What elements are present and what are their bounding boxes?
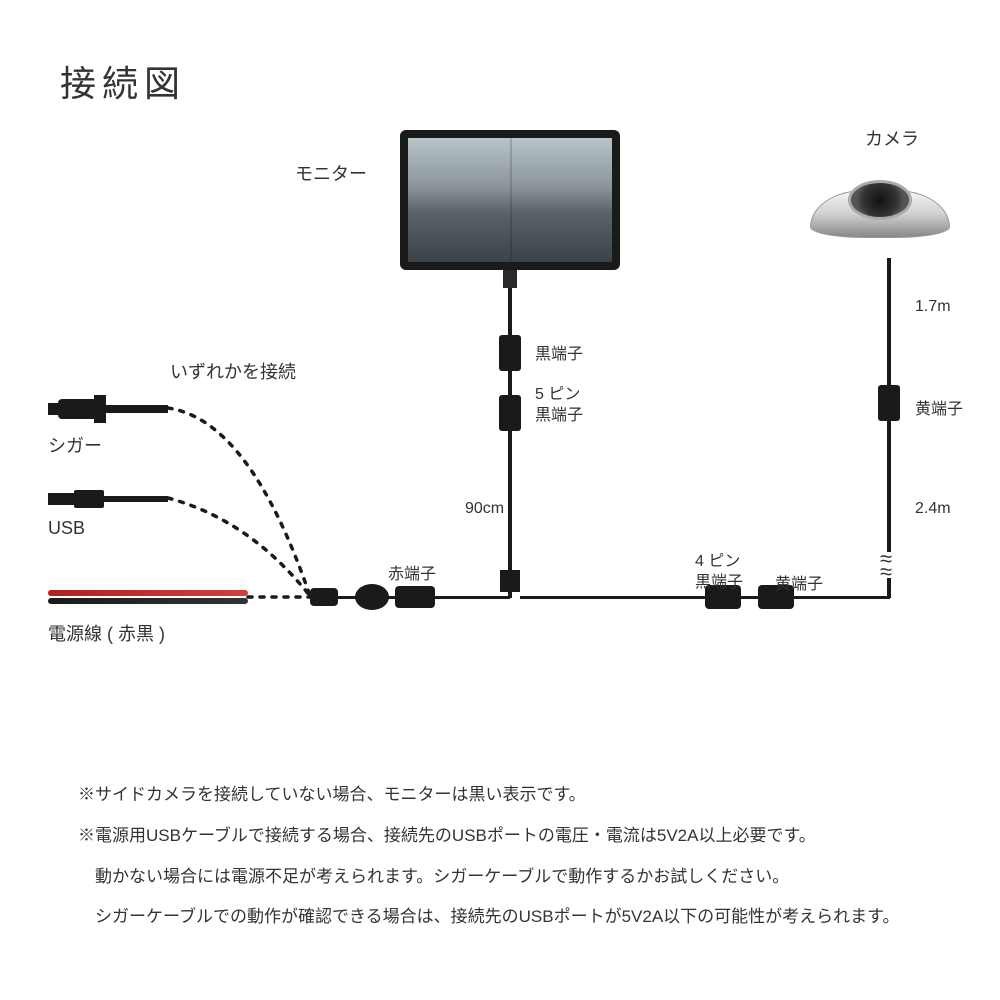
black-terminal-label: 黒端子	[535, 340, 583, 364]
connector-red-ring	[355, 584, 389, 610]
yellow-terminal-inline-label: 黄端子	[775, 570, 823, 594]
connector-red	[395, 586, 435, 608]
page-title: 接続図	[60, 55, 186, 107]
note-4: シガーケーブルでの動作が確認できる場合は、接続先のUSBポートが5V2A以下の可…	[78, 897, 930, 938]
monitor-device	[400, 130, 620, 290]
cigar-plug	[48, 395, 168, 423]
yellow-terminal-camera-label: 黄端子	[915, 395, 963, 419]
note-1: ※サイドカメラを接続していない場合、モニターは黒い表示です。	[78, 775, 930, 816]
connector-black-top	[499, 335, 521, 371]
camera-label: カメラ	[865, 125, 919, 151]
usb-plug	[48, 488, 168, 510]
camera-cable-bottom-length: 2.4m	[915, 500, 951, 518]
connector-5pin-black	[499, 395, 521, 431]
notes-block: ※サイドカメラを接続していない場合、モニターは黒い表示です。 ※電源用USBケー…	[78, 775, 930, 938]
camera-cable-top-length: 1.7m	[915, 298, 951, 316]
four-pin-black-label: 4 ピン 黒端子	[695, 552, 743, 594]
connect-either-label: いずれかを接続	[170, 358, 296, 384]
junction-box	[500, 570, 520, 592]
note-2: ※電源用USBケーブルで接続する場合、接続先のUSBポートの電圧・電流は5V2A…	[78, 816, 930, 857]
usb-label: USB	[48, 518, 85, 539]
cable-break-icon: ≈≈	[880, 552, 892, 578]
five-pin-black-label: 5 ピン 黒端子	[535, 385, 583, 427]
monitor-label: モニター	[295, 160, 367, 186]
cigar-label: シガー	[48, 432, 102, 458]
power-wires	[48, 590, 248, 604]
connector-yellow-camera	[878, 385, 900, 421]
note-3: 動かない場合には電源不足が考えられます。シガーケーブルで動作するかお試しください…	[78, 857, 930, 898]
monitor-cable-length: 90cm	[465, 500, 504, 518]
camera-device	[810, 170, 950, 260]
power-label: 電源線 ( 赤黒 )	[48, 620, 165, 646]
connector-merge	[310, 588, 338, 606]
red-terminal-label: 赤端子	[388, 560, 436, 584]
